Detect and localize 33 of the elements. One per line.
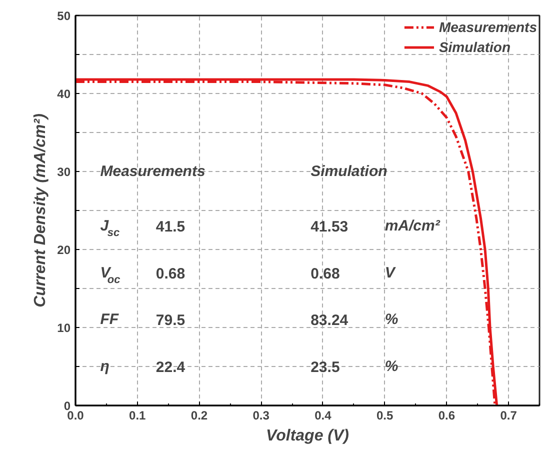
x-tick-label: 0.4 bbox=[314, 408, 332, 422]
annotation: Simulation bbox=[310, 163, 388, 180]
y-tick-label: 30 bbox=[57, 165, 71, 179]
x-tick-label: 0.5 bbox=[376, 408, 394, 422]
annotation: 83.24 bbox=[310, 312, 349, 330]
y-axis-title: Current Density (mA/cm²) bbox=[32, 114, 50, 308]
annotation: η bbox=[100, 358, 110, 375]
x-tick-label: 0.1 bbox=[129, 408, 146, 422]
annotation: FF bbox=[100, 311, 120, 328]
x-axis-title: Voltage (V) bbox=[266, 428, 349, 444]
y-tick-label: 20 bbox=[57, 243, 71, 257]
annotation: % bbox=[384, 358, 398, 375]
y-tick-label: 50 bbox=[57, 9, 71, 23]
annotation: 22.4 bbox=[156, 359, 186, 376]
legend-label: Measurements bbox=[438, 19, 537, 35]
x-tick-label: 0.6 bbox=[438, 408, 456, 422]
annotation: % bbox=[384, 311, 398, 328]
y-tick-label: 40 bbox=[57, 87, 71, 101]
legend-label: Simulation bbox=[438, 39, 511, 55]
x-tick-label: 0.2 bbox=[190, 408, 208, 422]
annotation: V bbox=[384, 264, 397, 282]
x-tick-label: 0.0 bbox=[67, 408, 84, 422]
annotation: 0.68 bbox=[156, 265, 186, 282]
annotation: mA/cm² bbox=[384, 218, 441, 235]
x-tick-label: 0.7 bbox=[500, 408, 518, 422]
annotation: 41.53 bbox=[310, 218, 348, 236]
annotation: Measurements bbox=[100, 163, 206, 180]
annotation: 79.5 bbox=[156, 312, 186, 330]
x-tick-label: 0.3 bbox=[252, 408, 270, 422]
annotation: 41.5 bbox=[156, 218, 186, 236]
annotation: 0.68 bbox=[310, 265, 340, 282]
annotation: 23.5 bbox=[310, 359, 340, 376]
y-tick-label: 10 bbox=[57, 321, 71, 335]
